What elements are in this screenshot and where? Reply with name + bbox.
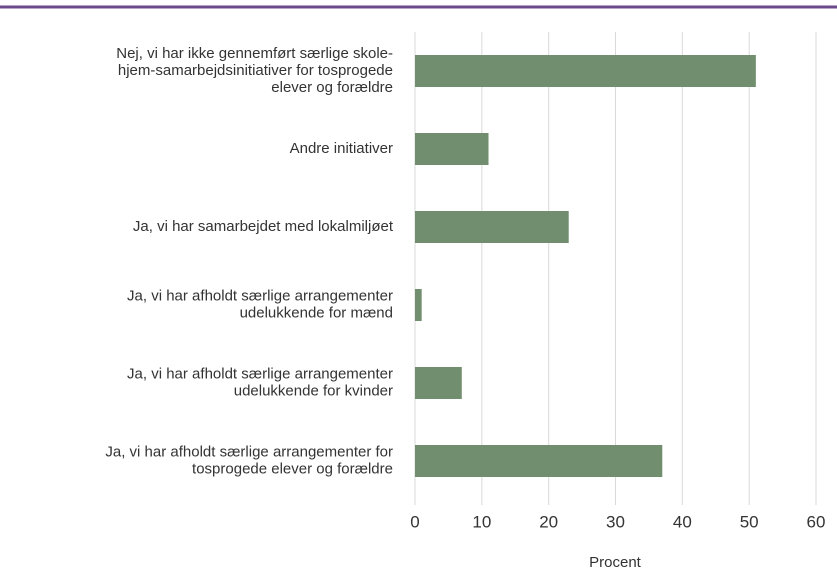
y-tick-label: Ja, vi har afholdt særlige arrangementer… xyxy=(127,287,393,321)
bar xyxy=(415,55,756,87)
x-tick-label: 60 xyxy=(807,512,826,531)
y-tick-label: Nej, vi har ikke gennemført særlige skol… xyxy=(116,45,393,96)
x-tick-label: 40 xyxy=(673,512,692,531)
bar xyxy=(415,211,569,243)
bar xyxy=(415,367,462,399)
y-tick-label: Ja, vi har samarbejdet med lokalmiljøet xyxy=(133,218,394,235)
y-tick-label: Ja, vi har afholdt særlige arrangementer… xyxy=(127,365,393,399)
bar xyxy=(415,445,663,477)
x-axis-label: Procent xyxy=(589,554,642,571)
x-tick-label: 30 xyxy=(606,512,625,531)
y-tick-label: Andre initiativer xyxy=(290,140,393,157)
x-tick-label: 0 xyxy=(410,512,419,531)
bar xyxy=(415,289,422,321)
y-tick-label: Ja, vi har afholdt særlige arrangementer… xyxy=(105,443,393,477)
x-tick-label: 20 xyxy=(539,512,558,531)
x-tick-label: 50 xyxy=(740,512,759,531)
bar xyxy=(415,133,489,165)
x-tick-label: 10 xyxy=(472,512,491,531)
